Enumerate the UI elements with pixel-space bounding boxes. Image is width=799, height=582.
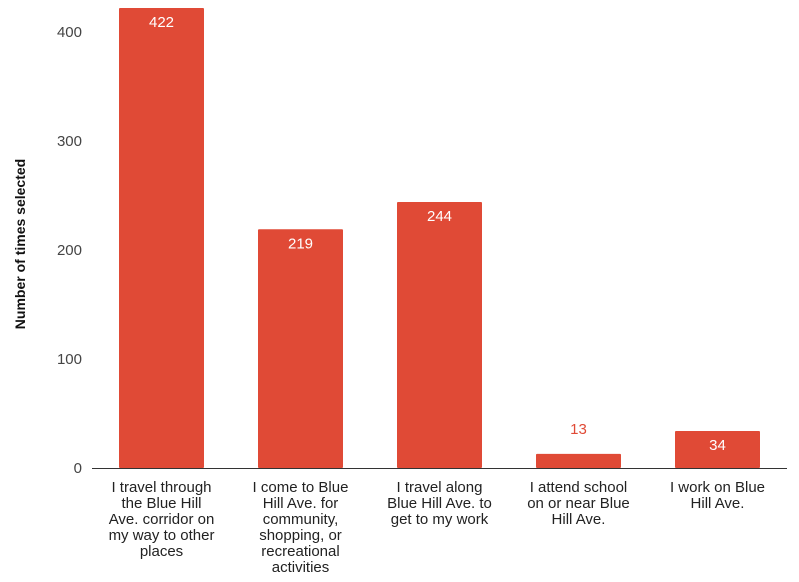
x-category-label-line: the Blue Hill xyxy=(121,495,201,512)
x-category-label: I work on Blue Hill Ave. xyxy=(670,479,765,512)
bar xyxy=(675,430,760,468)
x-category-label-line: my way to other xyxy=(109,527,215,544)
value-labels: 422 219 244 13 34 xyxy=(149,14,726,454)
y-tick-label: 200 xyxy=(57,242,82,259)
x-category-label-line: Blue Hill Ave. to xyxy=(387,495,492,512)
y-axis-label-group: Number of times selected xyxy=(12,159,28,329)
x-category-label: I attend school on or near Blue Hill Ave. xyxy=(527,479,630,528)
y-tick-labels: 0 100 200 300 400 xyxy=(57,24,82,477)
x-category-label-line: recreational xyxy=(261,543,339,560)
y-tick-label: 300 xyxy=(57,133,82,150)
x-category-label: I come to Blue Hill Ave. for community, sho… xyxy=(253,479,349,576)
x-category-label-line: on or near Blue xyxy=(527,495,630,512)
x-category-label-line: places xyxy=(140,543,183,560)
x-category-label-line: I travel along xyxy=(397,479,483,496)
x-category-label-line: activities xyxy=(272,559,330,576)
bar-value-label: 219 xyxy=(288,235,313,252)
x-category-label-line: Hill Ave. for xyxy=(263,495,339,512)
x-category-label-line: shopping, or xyxy=(259,527,342,544)
x-category-label-line: get to my work xyxy=(391,511,489,528)
bar xyxy=(119,8,204,469)
bar-value-label: 422 xyxy=(149,14,174,31)
x-category-label: I travel along Blue Hill Ave. to get to my… xyxy=(387,479,492,528)
y-tick-label: 100 xyxy=(57,351,82,368)
y-tick-label: 400 xyxy=(57,24,82,41)
x-category-label: I travel through the Blue Hill Ave. corrid… xyxy=(109,479,215,560)
y-tick-label: 0 xyxy=(74,460,82,477)
x-category-label-line: I travel through xyxy=(111,479,211,496)
x-category-label-line: I attend school xyxy=(530,479,628,496)
x-category-label-line: community, xyxy=(263,511,339,528)
bar-value-label: 34 xyxy=(709,437,726,454)
y-axis-label: Number of times selected xyxy=(12,159,28,329)
x-category-label-line: I work on Blue xyxy=(670,479,765,496)
bar xyxy=(258,229,343,468)
category-labels: I travel through the Blue Hill Ave. corrid… xyxy=(109,479,765,576)
bars xyxy=(119,8,760,469)
x-category-label-line: Hill Ave. xyxy=(691,495,745,512)
x-category-label-line: Hill Ave. xyxy=(552,511,606,528)
x-category-label-line: Ave. corridor on xyxy=(109,511,215,528)
x-category-label-line: I come to Blue xyxy=(253,479,349,496)
bar xyxy=(397,202,482,469)
bar-value-label: 13 xyxy=(570,421,587,438)
bar xyxy=(536,453,621,468)
bar-value-label: 244 xyxy=(427,208,452,225)
